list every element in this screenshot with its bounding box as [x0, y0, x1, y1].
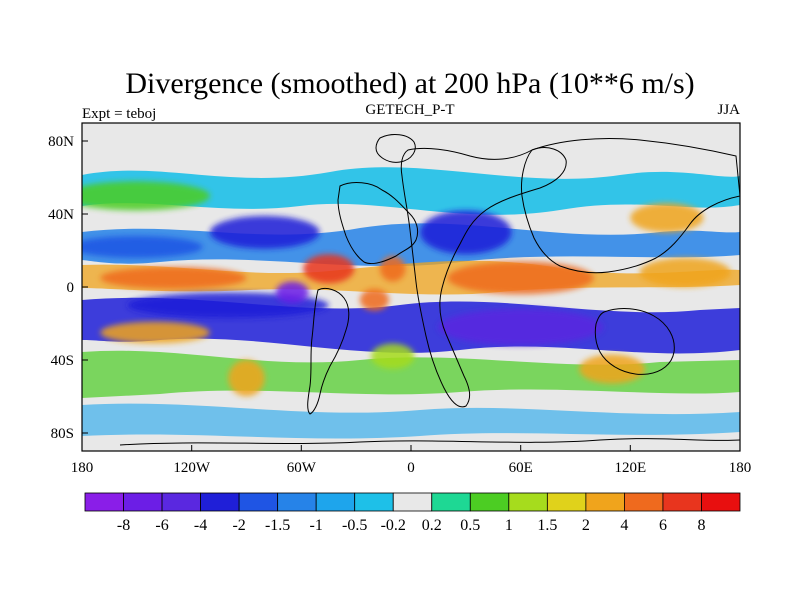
band-south-polar-cyan: [82, 403, 740, 439]
y-tick-label: 80S: [51, 426, 74, 442]
colorbar-segment: [701, 492, 741, 512]
colorbar-segment: [546, 492, 587, 512]
field-blob: [579, 354, 645, 384]
colorbar-label: -2: [232, 517, 245, 534]
y-axis-labels: 80N 40N 0 40S 80S: [48, 134, 74, 442]
colorbar-segment: [238, 492, 279, 512]
colorbar-label: 8: [697, 517, 705, 534]
field-blob: [209, 215, 320, 249]
colorbar-segment: [277, 492, 317, 512]
field-blob: [100, 321, 210, 344]
colorbar-label: -4: [194, 517, 207, 534]
field-blob: [630, 203, 704, 233]
chart-title: Divergence (smoothed) at 200 hPa (10**6 …: [125, 67, 694, 100]
field-blob: [228, 359, 265, 397]
colorbar-segment: [315, 492, 356, 512]
field-blob: [303, 254, 355, 284]
field-blob: [438, 308, 603, 346]
colorbar-label: -6: [155, 517, 168, 534]
colorbar-label: 1.5: [537, 517, 557, 534]
field-blob: [370, 343, 415, 369]
season-label: JJA: [717, 102, 740, 118]
coastlines: [119, 134, 740, 446]
field-blob: [82, 235, 203, 258]
field-blob: [447, 261, 594, 295]
coastline-asia: [521, 137, 740, 274]
colorbar-label: 6: [659, 517, 667, 534]
colorbar-label: 2: [582, 517, 590, 534]
field-blob: [359, 288, 390, 311]
colorbar-label: 0.2: [422, 517, 442, 534]
colorbar-label: -8: [117, 517, 130, 534]
colorbar-label: 4: [620, 517, 628, 534]
colorbar-segment: [354, 492, 394, 512]
coastline-antarctica: [119, 438, 740, 446]
experiment-label: Expt = teboj: [82, 106, 156, 122]
colorbar-segment: [585, 492, 625, 512]
colorbar-label: -0.2: [381, 517, 406, 534]
field-blob: [100, 266, 247, 289]
coastline-europe-africa: [400, 147, 567, 408]
colorbar-segment: [469, 492, 510, 512]
colorbar-label: -1.5: [265, 517, 290, 534]
colorbar-segment: [508, 492, 548, 512]
colorbar-segment: [624, 492, 664, 512]
tick-marks: [81, 140, 741, 451]
field-blob: [379, 256, 406, 282]
x-tick-label: 120E: [614, 460, 646, 476]
field-blob: [639, 257, 731, 287]
y-tick-label: 80N: [48, 134, 74, 150]
x-tick-label: 180: [729, 460, 752, 476]
x-tick-label: 0: [407, 460, 415, 476]
colorbar: [84, 492, 741, 512]
y-tick-label: 0: [67, 280, 75, 296]
field-blob: [127, 292, 329, 318]
colorbar-label: -1: [310, 517, 323, 534]
coastline-greenland: [375, 134, 416, 163]
field-blob: [82, 181, 210, 211]
band-mid-north-green: [82, 167, 740, 215]
colorbar-segment: [662, 492, 702, 512]
y-tick-label: 40S: [51, 353, 74, 369]
colorbar-segment: [161, 492, 201, 512]
coastline-north-america: [337, 182, 419, 265]
y-tick-label: 40N: [48, 207, 74, 223]
x-tick-label: 60E: [509, 460, 533, 476]
colorbar-segment: [200, 492, 240, 512]
x-tick-label: 60W: [287, 460, 317, 476]
colorbar-segment: [431, 492, 471, 512]
chart-subtitle: GETECH_P-T: [365, 102, 454, 118]
colorbar-label: 0.5: [460, 517, 480, 534]
coastline-south-america: [307, 287, 350, 415]
colorbar-segment: [123, 492, 163, 512]
colorbar-segment: [392, 492, 433, 512]
field-blob: [275, 281, 309, 304]
band-north-polar: [82, 123, 740, 143]
colorbar-label: -0.5: [342, 517, 367, 534]
colorbar-labels: -8 -6 -4 -2 -1.5 -1 -0.5 -0.2 0.2 0.5 1 1.5 2 4 6 8: [117, 517, 706, 534]
x-tick-label: 180: [71, 460, 94, 476]
colorbar-segment: [84, 492, 124, 512]
x-axis-labels: 180 120W 60W 0 60E 120E 180: [71, 460, 752, 476]
x-tick-label: 120W: [173, 460, 211, 476]
coastline-australia: [594, 308, 675, 375]
colorbar-label: 1: [505, 517, 513, 534]
